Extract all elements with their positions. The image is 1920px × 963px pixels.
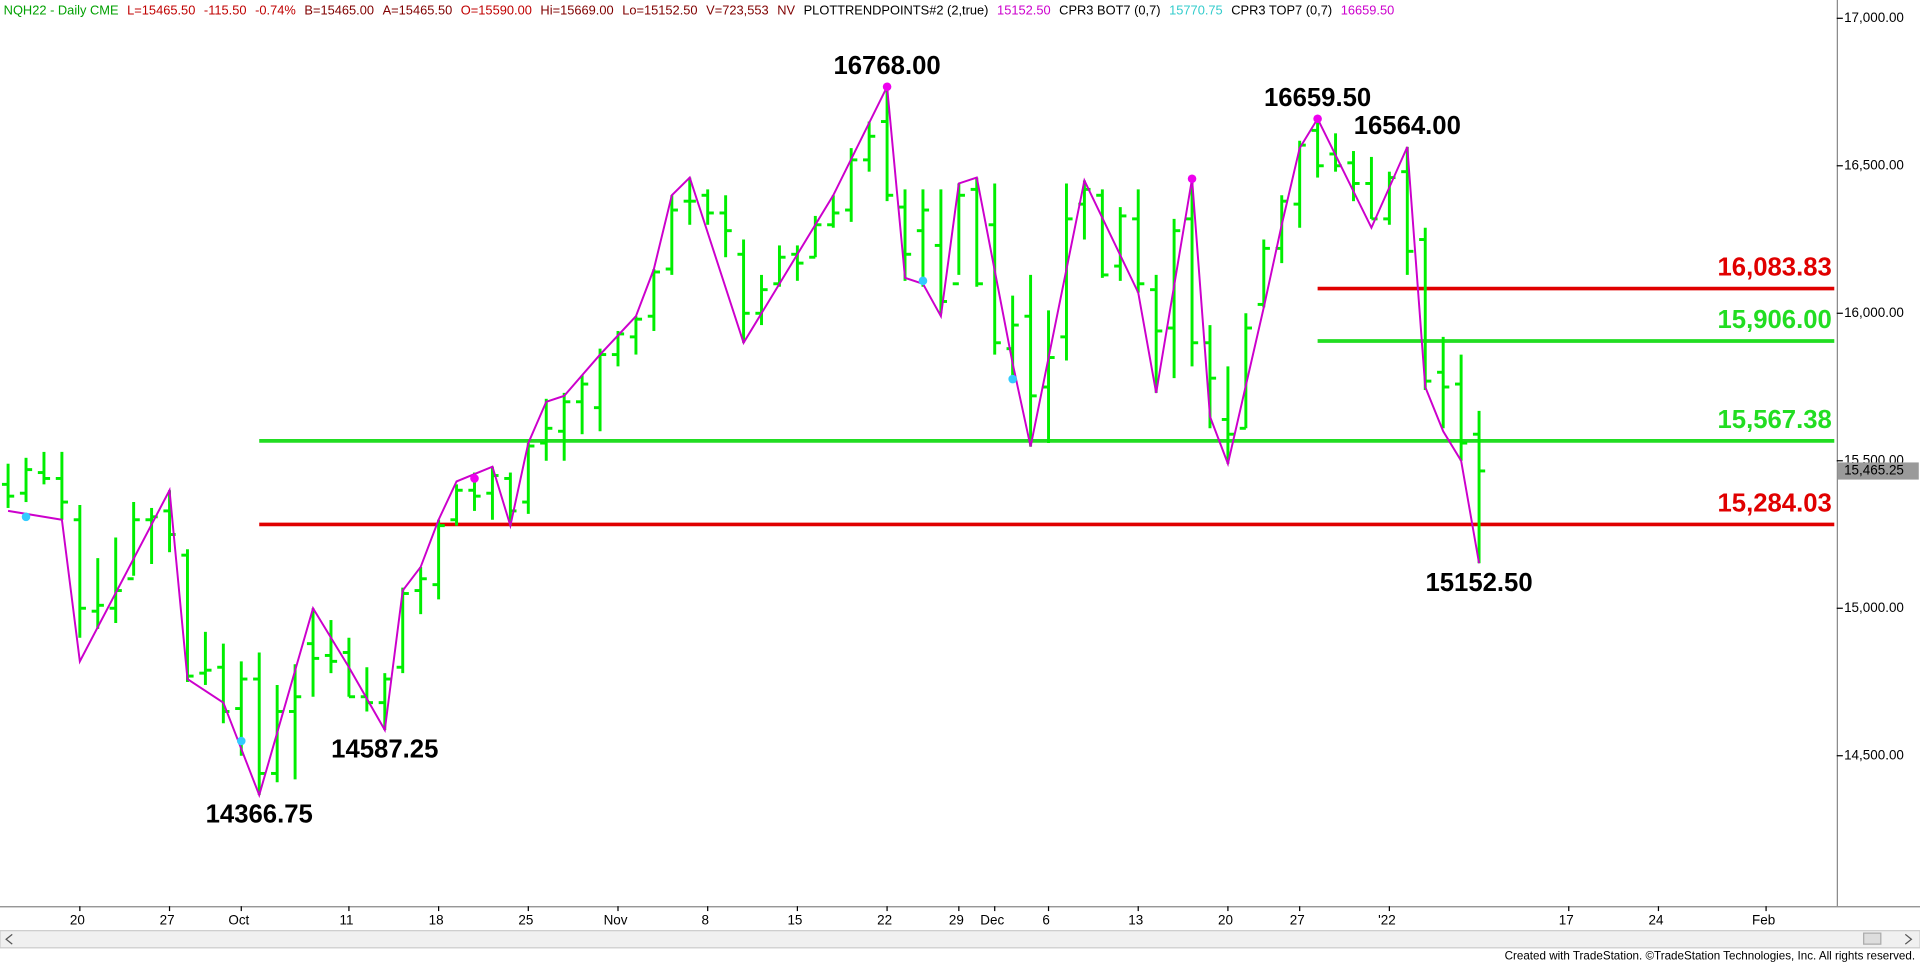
x-tick-label: 29	[949, 912, 964, 927]
x-tick-label: 17	[1559, 912, 1574, 927]
scroll-left[interactable]	[5, 933, 13, 945]
header-item: -0.74%	[255, 2, 296, 17]
y-tick-label: 17,000.00	[1844, 10, 1904, 25]
scroll-right[interactable]	[1904, 933, 1913, 945]
x-tick-label: '22	[1378, 912, 1396, 927]
header-item: 16659.50	[1341, 2, 1395, 17]
x-tick-label: 11	[339, 912, 353, 927]
pivot-high	[882, 82, 892, 92]
pivot-low	[918, 276, 928, 286]
pivot-high	[1313, 114, 1322, 124]
x-tick-label: 25	[518, 912, 533, 927]
header-item: Hi=15669.00	[540, 2, 613, 17]
header-item: L=15465.50	[127, 2, 195, 17]
y-tick-label: 15,000.00	[1844, 600, 1904, 615]
header-item: -115.50	[204, 2, 247, 17]
x-tick-label: Dec	[980, 912, 1004, 927]
header-item: B=15465.00	[304, 2, 374, 17]
x-tick-label: 18	[429, 912, 444, 927]
scrollbar[interactable]	[0, 930, 1920, 949]
annotation: 14587.25	[331, 736, 438, 764]
x-tick-label: 27	[160, 912, 175, 927]
header-item: CPR3 BOT7 (0,7)	[1059, 2, 1160, 17]
footer: Created with TradeStation. ©TradeStation…	[1505, 949, 1915, 962]
pivot-high	[1187, 174, 1197, 184]
header-item: 15770.75	[1169, 2, 1223, 17]
level-label: 15,567.38	[1717, 406, 1831, 434]
annotation: 14366.75	[206, 801, 313, 829]
pivot-high	[470, 474, 479, 483]
last-price-label: 15,465.25	[1844, 463, 1904, 478]
header-item: NQH22 - Daily CME	[4, 2, 119, 17]
x-tick-label: Nov	[604, 912, 628, 927]
x-tick-label: 15	[787, 912, 802, 927]
y-tick-label: 16,000.00	[1844, 305, 1904, 320]
y-tick-label: 16,500.00	[1844, 157, 1904, 172]
annotation: 16659.50	[1264, 84, 1371, 112]
annotation: 15152.50	[1425, 569, 1532, 597]
x-tick-label: 6	[1042, 912, 1049, 927]
pivot-low	[1008, 374, 1017, 384]
x-tick-label: 24	[1649, 912, 1664, 927]
header-item: V=723,553	[706, 2, 768, 17]
trend-line	[7, 83, 1481, 799]
x-tick-label: 27	[1290, 912, 1305, 927]
x-tick-label: 20	[70, 912, 85, 927]
header-item: PLOTTRENDPOINTS#2 (2,true)	[804, 2, 989, 17]
header-item: CPR3 TOP7 (0,7)	[1231, 2, 1332, 17]
level-label: 15,284.03	[1717, 490, 1831, 518]
level-label: 15,906.00	[1717, 306, 1831, 334]
header-item: 15152.50	[997, 2, 1051, 17]
header-item: O=15590.00	[461, 2, 532, 17]
annotation: 16768.00	[833, 52, 940, 80]
annotation: 16564.00	[1354, 112, 1461, 140]
pivot-low	[21, 512, 31, 522]
x-tick-label: Oct	[228, 912, 249, 927]
x-tick-label: 22	[877, 912, 892, 927]
x-tick-label: 13	[1128, 912, 1143, 927]
header-item: A=15465.50	[383, 2, 453, 17]
pivot-low	[237, 736, 246, 746]
header-item: Lo=15152.50	[622, 2, 697, 17]
last-price-box	[1837, 462, 1919, 480]
x-tick-label: Feb	[1752, 912, 1775, 927]
scroll-thumb[interactable]	[1863, 932, 1882, 945]
level-label: 16,083.83	[1717, 254, 1831, 282]
y-tick-label: 14,500.00	[1844, 747, 1904, 762]
x-tick-label: 20	[1218, 912, 1233, 927]
x-tick-label: 8	[702, 912, 709, 927]
header-item: NV	[777, 2, 795, 17]
